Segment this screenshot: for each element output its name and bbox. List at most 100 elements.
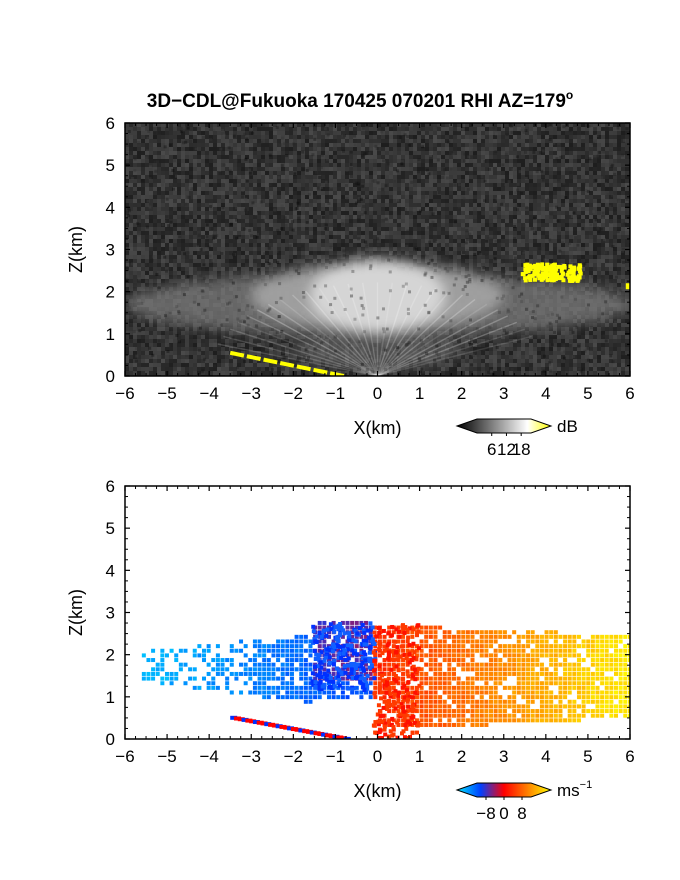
velocity-cell [438,699,443,704]
velocity-cell [266,671,271,676]
velocity-cell [484,722,489,727]
velocity-cell [419,639,424,644]
velocity-cell [623,685,628,690]
velocity-cell [424,671,429,676]
velocity-cell [303,648,308,653]
velocity-cell [544,690,549,695]
velocity-cell [252,671,257,676]
velocity-cell [285,667,290,672]
velocity-cell [428,704,433,709]
velocity-cell [392,677,397,682]
velocity-cell [340,695,345,700]
velocity-cell [586,639,591,644]
velocity-cell [403,712,408,717]
velocity-cell [590,653,595,658]
velocity-cell [438,695,443,700]
velocity-cell [553,681,558,686]
velocity-cell [516,690,521,695]
velocity-cell [313,667,318,672]
velocity-cell [595,676,600,681]
velocity-cell [266,695,271,700]
velocity-cell [334,666,339,671]
velocity-cell [188,667,193,672]
velocity-cell [479,671,484,676]
velocity-cell [461,653,466,658]
x-tick-label: −3 [242,747,261,766]
velocity-cell [609,667,614,672]
velocity-cell [609,681,614,686]
velocity-cell [558,648,563,653]
velocity-cell [470,722,475,727]
velocity-cell [479,685,484,690]
velocity-cell [572,681,577,686]
velocity-cell [600,676,605,681]
velocity-cell [373,625,378,630]
velocity-cell [484,713,489,718]
velocity-cell [303,690,308,695]
velocity-cell [403,723,408,728]
velocity-cell [368,676,373,681]
velocity-cell [413,690,418,695]
velocity-cell [442,709,447,714]
velocity-cell [276,690,281,695]
velocity-cell [572,639,577,644]
velocity-cell [447,634,452,639]
velocity-cell [498,662,503,667]
velocity-cell [387,722,392,727]
velocity-cell [484,662,489,667]
velocity-cell [521,713,526,718]
velocity-cell [618,690,623,695]
velocity-cell [595,709,600,714]
velocity-cell [572,634,577,639]
velocity-cell [544,709,549,714]
velocity-cell [342,643,347,648]
high-value-cell [523,269,528,274]
velocity-cell [317,674,322,679]
velocity-cell [327,695,331,700]
velocity-cell [438,681,443,686]
velocity-cell [461,634,466,639]
velocity-cell [549,630,554,635]
velocity-cell [188,676,193,681]
velocity-cell [266,667,271,672]
velocity-cell [614,671,619,676]
velocity-cell [484,644,489,649]
velocity-cell [243,644,248,649]
velocity-cell [470,644,475,649]
velocity-cell [590,690,595,695]
velocity-cell [516,644,521,649]
velocity-cell [387,667,392,672]
velocity-cell [516,671,521,676]
velocity-cell [618,634,623,639]
velocity-cell [411,641,416,646]
velocity-cell [549,658,554,663]
velocity-cell [470,648,475,653]
velocity-cell [386,631,391,636]
velocity-cell [345,643,350,648]
velocity-cell [507,699,512,704]
velocity-cell [174,671,179,676]
velocity-cell [470,658,475,663]
velocity-cell [372,668,377,673]
velocity-cell [475,699,480,704]
velocity-cell [365,683,370,688]
velocity-cell [461,639,466,644]
velocity-cell [368,681,373,686]
velocity-cell [342,631,347,636]
velocity-cell [623,681,628,686]
velocity-cell [590,634,595,639]
velocity-cell [325,647,330,652]
velocity-cell [388,702,393,707]
velocity-cell [294,639,299,644]
x-tick-label: 2 [457,384,466,403]
velocity-cell [604,662,609,667]
velocity-cell [294,658,299,663]
velocity-cell [470,662,475,667]
velocity-cell [299,658,304,663]
velocity-cell [600,704,605,709]
velocity-cell [405,697,410,702]
velocity-cell [363,652,368,657]
velocity-cell [604,676,609,681]
velocity-cell [381,713,386,718]
velocity-cell [461,644,466,649]
